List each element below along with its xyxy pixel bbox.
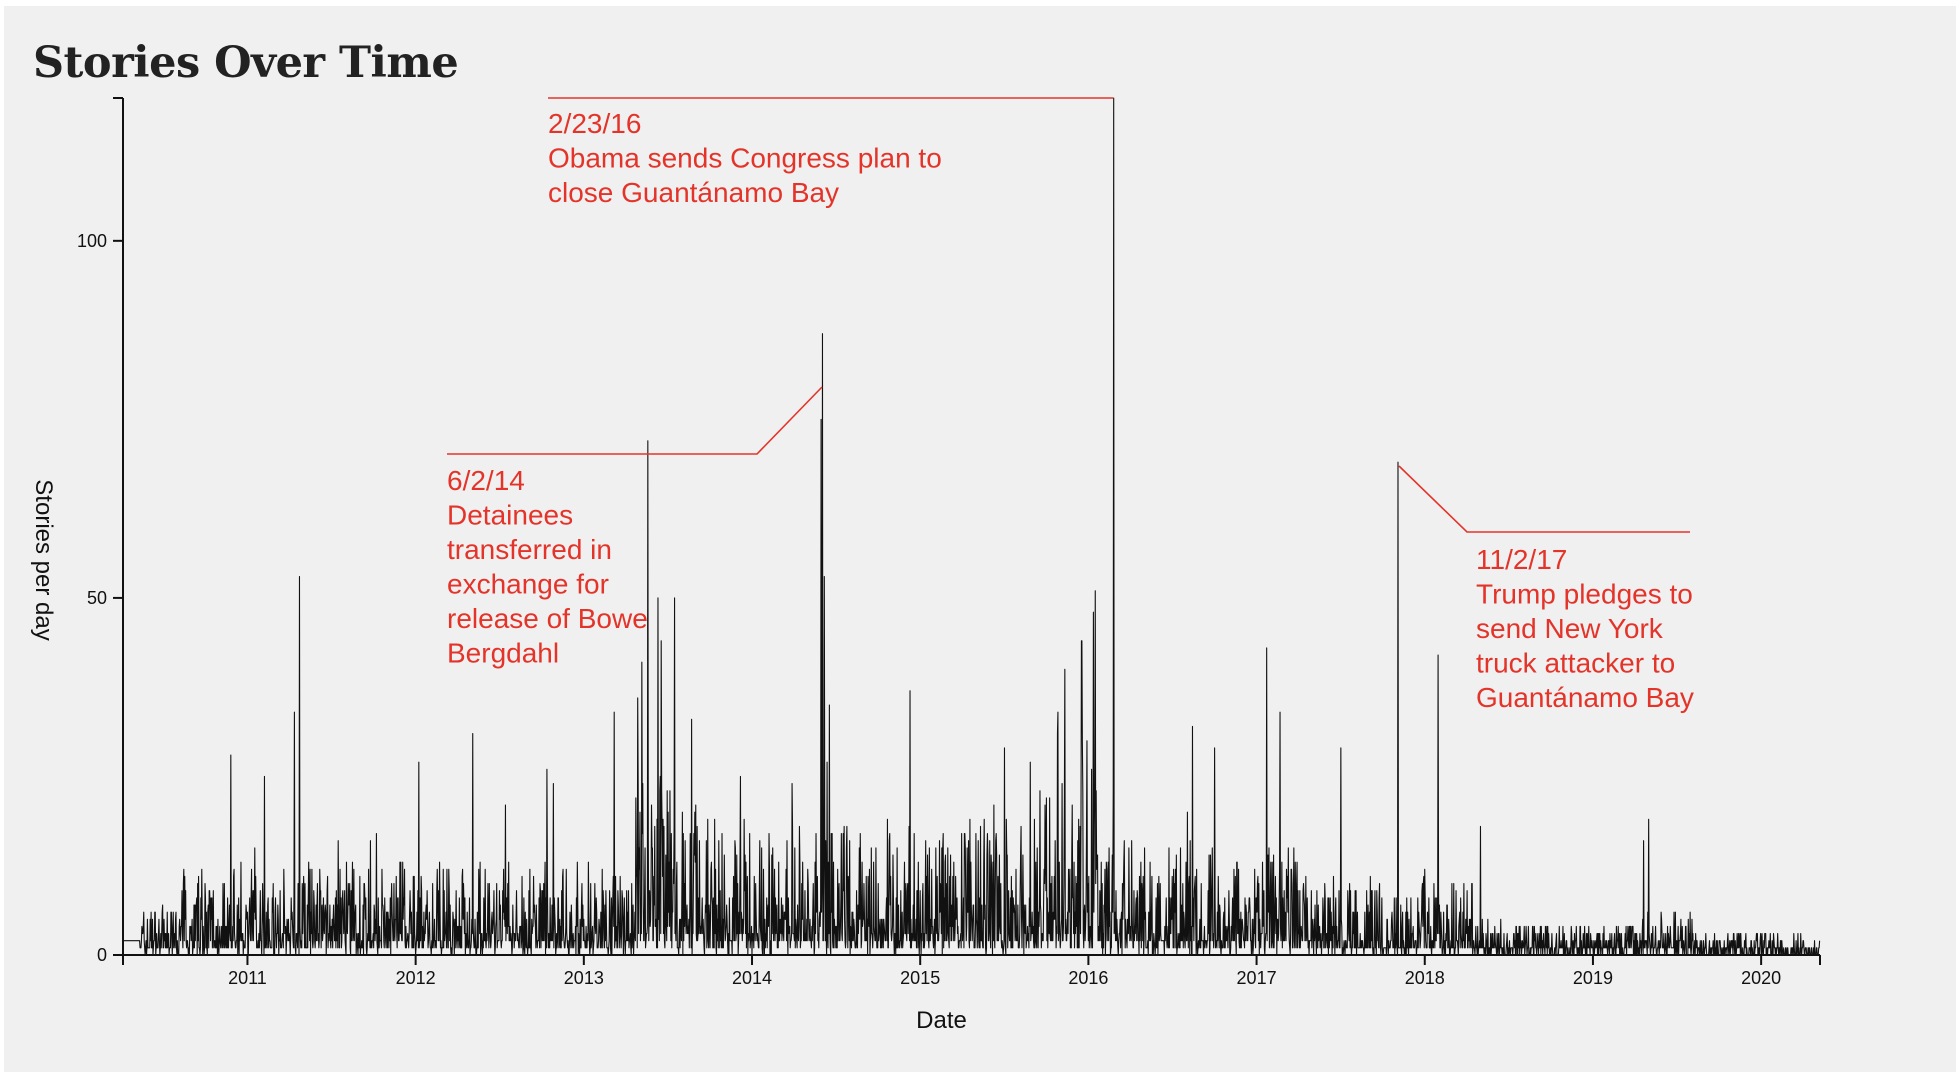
annotation-leader-line bbox=[447, 386, 823, 455]
series-layer bbox=[122, 97, 1821, 956]
annotation-text-line: release of Bowe bbox=[447, 603, 648, 634]
annotation-date: 2/23/16 bbox=[548, 108, 641, 139]
x-tick-label: 2019 bbox=[1573, 968, 1613, 988]
y-tick-label: 100 bbox=[77, 231, 107, 251]
annotation-text-line: Bergdahl bbox=[447, 638, 559, 669]
annotation-text-line: send New York bbox=[1476, 613, 1664, 644]
x-tick-label: 2020 bbox=[1741, 968, 1781, 988]
x-tick-label: 2018 bbox=[1405, 968, 1445, 988]
annotation-text-line: Trump pledges to bbox=[1476, 579, 1693, 610]
y-axis-title: Stories per day bbox=[30, 479, 57, 640]
axes-layer: 2011 2012 2013 2014 2015 2016 2017 2018 2019 2020… bbox=[77, 97, 1821, 988]
x-tick-label: 2015 bbox=[900, 968, 940, 988]
y-tick-label: 50 bbox=[87, 588, 107, 608]
annotation-text-line: Guantánamo Bay bbox=[1476, 682, 1694, 713]
x-tick-label: 2014 bbox=[732, 968, 772, 988]
annotation-date: 6/2/14 bbox=[447, 465, 525, 496]
x-tick-label: 2016 bbox=[1068, 968, 1108, 988]
annotation-date: 11/2/17 bbox=[1476, 544, 1567, 575]
annotation-text-line: Obama sends Congress plan to bbox=[548, 143, 942, 174]
annotation-text-line: close Guantánamo Bay bbox=[548, 177, 839, 208]
x-tick-label: 2011 bbox=[228, 968, 267, 988]
annotation-text-line: Detainees bbox=[447, 500, 573, 531]
annotation-leader-line bbox=[1398, 465, 1690, 533]
x-tick-label: 2017 bbox=[1237, 968, 1277, 988]
page-title: Stories Over Time bbox=[33, 38, 459, 88]
x-tick-label: 2012 bbox=[396, 968, 436, 988]
x-axis-title: Date bbox=[916, 1007, 967, 1034]
annotation-text-line: truck attacker to bbox=[1476, 648, 1675, 679]
y-tick-label: 0 bbox=[97, 945, 107, 965]
annotation-text-line: transferred in bbox=[447, 534, 612, 565]
x-tick-label: 2013 bbox=[564, 968, 604, 988]
stories-series-line bbox=[122, 97, 1821, 956]
annotations-layer: 2/23/16 Obama sends Congress plan toclose… bbox=[447, 97, 1694, 713]
annotation-text-line: exchange for bbox=[447, 569, 609, 600]
